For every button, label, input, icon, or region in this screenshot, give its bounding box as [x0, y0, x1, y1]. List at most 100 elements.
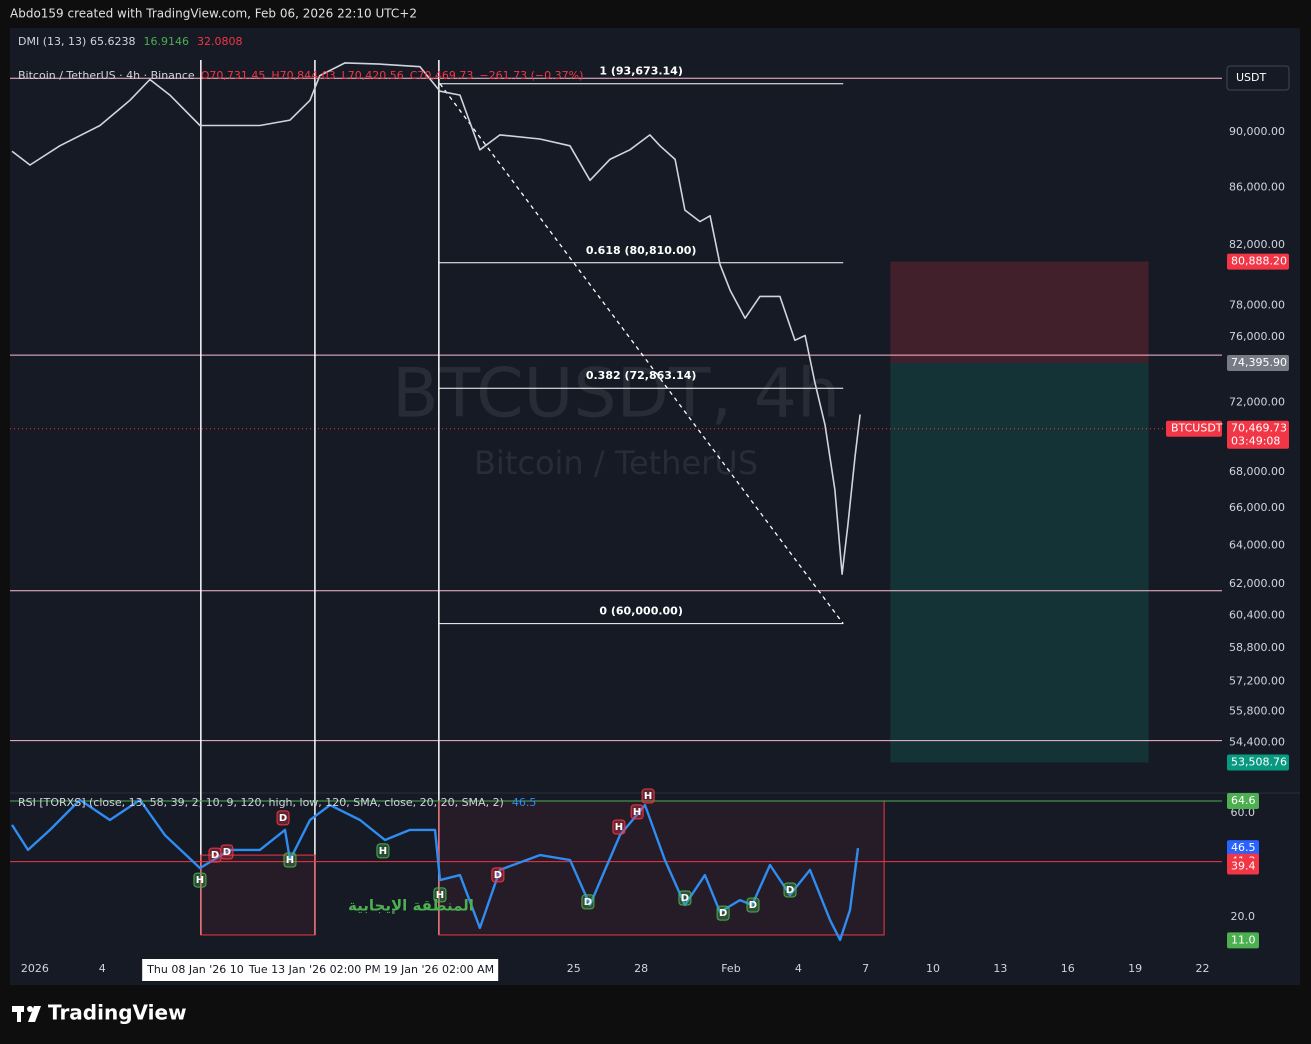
indicator-name: DMI (13, 13): [18, 35, 86, 48]
rsi-tick-label: 60.0: [1231, 806, 1256, 819]
y-tick-label: 72,000.00: [1229, 396, 1285, 409]
position-badge: 80,888.20: [1231, 255, 1287, 268]
signal-marker: [283, 852, 297, 868]
ohlc-value: H70,844.03: [271, 69, 335, 82]
signal-label: D: [749, 900, 757, 911]
x-tick-label: 4: [99, 962, 106, 975]
y-tick-label: 64,000.00: [1229, 538, 1285, 551]
signal-label: H: [196, 875, 204, 886]
position-badge: 53,508.76: [1231, 755, 1287, 768]
x-tick-label: 7: [862, 962, 869, 975]
position-badge: 74,395.90: [1231, 356, 1287, 369]
time-label: Tue 13 Jan '26 02:00 PM: [248, 963, 381, 976]
y-tick-label: 66,000.00: [1229, 501, 1285, 514]
y-tick-label: 76,000.00: [1229, 330, 1285, 343]
fib-label: 0.618 (80,810.00): [586, 244, 697, 257]
x-tick-label: 4: [795, 962, 802, 975]
symbol-legend: Bitcoin / TetherUS · 4h · Binance: [18, 69, 195, 82]
y-tick-label: 82,000.00: [1229, 238, 1285, 251]
y-tick-label: 86,000.00: [1229, 180, 1285, 193]
ohlc-value: O70,731.45: [201, 69, 266, 82]
x-tick-label: 25: [567, 962, 581, 975]
signal-label: D: [211, 850, 219, 861]
signal-label: H: [379, 846, 387, 857]
x-tick-label: Feb: [721, 962, 740, 975]
symbol-tag-bg: [1166, 420, 1222, 437]
x-tick-label: 28: [634, 962, 648, 975]
signal-label: H: [644, 791, 652, 802]
y-tick-label: 54,400.00: [1229, 735, 1285, 748]
signal-label: D: [786, 885, 794, 896]
rsi-badge: 64.6: [1231, 794, 1256, 807]
watermark: Bitcoin / TetherUS: [474, 444, 758, 482]
price-line: [11, 62, 861, 575]
position-badge-bg: [1227, 354, 1289, 371]
rsi-badge-bg: [1227, 840, 1259, 857]
signal-label: H: [436, 890, 444, 901]
signal-marker: [433, 887, 447, 903]
rsi-value: 46.5: [512, 796, 537, 809]
x-tick-label: 19: [1128, 962, 1142, 975]
signal-marker: [783, 882, 797, 898]
signal-marker: [746, 897, 760, 913]
rsi-zone: [200, 854, 316, 936]
rsi-badge: 46.5: [1231, 841, 1256, 854]
time-label-bg: [142, 959, 259, 981]
rsi-badge: 39.4: [1231, 860, 1256, 873]
signal-label: D: [681, 893, 689, 904]
signal-marker: [612, 819, 626, 835]
y-tick-label: 78,000.00: [1229, 299, 1285, 312]
credit: Abdo159 created with TradingView.com, Fe…: [10, 7, 417, 21]
signal-label: D: [494, 870, 502, 881]
signal-label: D: [223, 847, 231, 858]
time-label-bg: [379, 959, 499, 981]
rsi-title: RSI [TORXS] (close, 13, 58, 39, 2, 10, 9…: [18, 796, 504, 809]
position-badge-bg: [1227, 253, 1289, 270]
y-tick-label: 60,400.00: [1229, 609, 1285, 622]
time-label: Thu 08 Jan '26 10:0: [146, 963, 254, 976]
signal-marker: [678, 890, 692, 906]
time-label: 19 Jan '26 02:00 AM: [384, 963, 495, 976]
y-tick-label: 62,000.00: [1229, 577, 1285, 590]
signal-marker: [641, 788, 655, 804]
chart-panel: [10, 28, 1300, 985]
y-tick-label: 58,800.00: [1229, 641, 1285, 654]
x-tick-label: 10: [926, 962, 940, 975]
signal-label: D: [719, 908, 727, 919]
chart-layer: BTCUSDT, 4h Bitcoin / TetherUS 1 (93,673.1…: [10, 35, 1290, 981]
y-tick-label: 68,000.00: [1229, 465, 1285, 478]
indicator-value: 32.0808: [197, 35, 243, 48]
rsi-line: [10, 798, 860, 942]
rsi-badge-bg: [1227, 932, 1259, 949]
logo-text: TradingView: [48, 1001, 187, 1025]
symbol-tag: BTCUSDT: [1171, 422, 1223, 435]
currency-label: USDT: [1236, 71, 1267, 84]
rsi-zone: [438, 800, 885, 936]
rsi-badge-bg: [1227, 858, 1259, 875]
fib-label: 1 (93,673.14): [599, 65, 682, 78]
countdown: 03:49:08: [1231, 435, 1280, 448]
rsi-badge-bg: [1227, 792, 1259, 809]
y-tick-label: 90,000.00: [1229, 125, 1285, 138]
trend-line: [439, 83, 844, 625]
indicator-value: 65.6238: [90, 35, 136, 48]
ohlc-value: −261.73 (−0.37%): [479, 69, 583, 82]
logo-icon: [12, 1006, 41, 1022]
currency-box: [1226, 65, 1290, 91]
signal-label: D: [584, 897, 592, 908]
rsi-tick-label: 20.0: [1231, 910, 1256, 923]
signal-label: D: [279, 813, 287, 824]
ohlc-value: L70,420.56: [342, 69, 404, 82]
stop-zone: [890, 261, 1149, 363]
signal-marker: [376, 843, 390, 859]
watermark: BTCUSDT, 4h: [392, 355, 840, 434]
x-tick-label: 2026: [21, 962, 49, 975]
x-tick-label: 22: [1195, 962, 1209, 975]
signal-marker: [193, 872, 207, 888]
signal-marker: [491, 867, 505, 883]
rsi-badge: 11.0: [1231, 933, 1256, 946]
signal-label: H: [633, 807, 641, 818]
zone-annotation: المنطقة الإيجابية: [348, 897, 474, 915]
last-price: 70,469.73: [1231, 422, 1287, 435]
